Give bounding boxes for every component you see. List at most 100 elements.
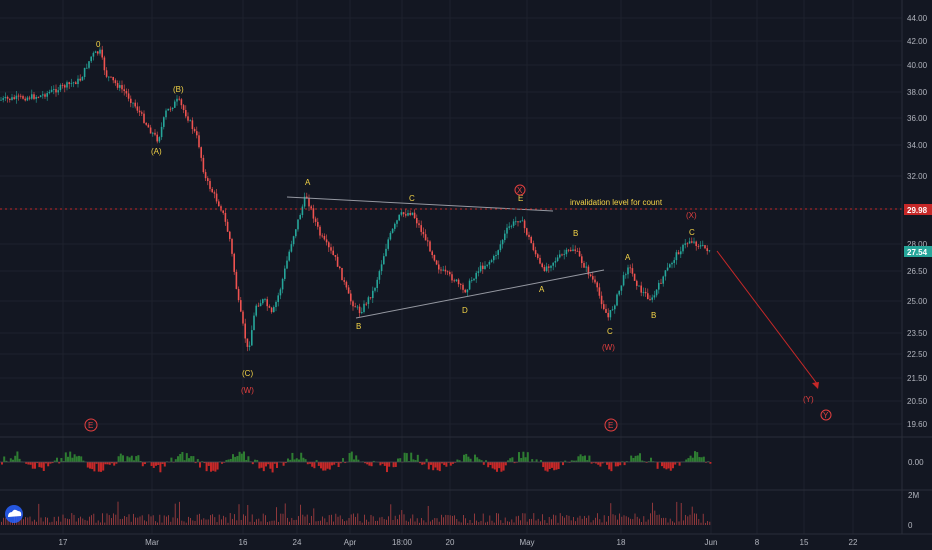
candle[interactable] — [112, 76, 114, 84]
candle[interactable] — [26, 95, 29, 102]
candle[interactable] — [341, 267, 343, 281]
candle[interactable] — [468, 278, 471, 291]
candle[interactable] — [114, 78, 117, 86]
candle[interactable] — [605, 304, 607, 313]
macd-histogram[interactable] — [0, 451, 712, 473]
candle[interactable] — [198, 131, 200, 149]
candle[interactable] — [693, 237, 695, 245]
candle[interactable] — [620, 285, 623, 296]
candle[interactable] — [552, 262, 554, 271]
invalidation-note[interactable]: invalidation level for count — [570, 198, 663, 207]
candle[interactable] — [292, 235, 295, 247]
candle[interactable] — [191, 117, 194, 134]
candle[interactable] — [72, 81, 75, 88]
candle[interactable] — [660, 278, 662, 285]
triangle-lower-trendline[interactable] — [355, 269, 605, 319]
candle[interactable] — [99, 47, 101, 56]
candle[interactable] — [138, 106, 141, 116]
candle[interactable] — [83, 67, 86, 80]
candle[interactable] — [662, 275, 664, 287]
candle[interactable] — [462, 282, 464, 294]
candle[interactable] — [147, 123, 150, 128]
candle[interactable] — [163, 116, 165, 130]
candle[interactable] — [570, 247, 572, 252]
candle[interactable] — [174, 99, 176, 108]
candle[interactable] — [297, 219, 299, 232]
candle[interactable] — [394, 222, 396, 232]
candle[interactable] — [295, 228, 297, 239]
candle[interactable] — [574, 245, 576, 254]
candle[interactable] — [312, 204, 315, 223]
candle[interactable] — [200, 146, 202, 162]
candle[interactable] — [273, 305, 275, 313]
candle[interactable] — [475, 270, 477, 283]
candle[interactable] — [262, 298, 264, 305]
candle[interactable] — [622, 271, 625, 287]
candle[interactable] — [627, 264, 629, 279]
candle[interactable] — [237, 286, 240, 303]
candle[interactable] — [339, 265, 341, 270]
candle[interactable] — [499, 240, 502, 253]
candle[interactable] — [651, 294, 653, 303]
candle[interactable] — [215, 188, 218, 204]
candle[interactable] — [290, 240, 293, 253]
candle[interactable] — [649, 295, 651, 301]
candle[interactable] — [246, 338, 249, 352]
candle[interactable] — [64, 83, 66, 93]
candle[interactable] — [44, 92, 46, 99]
candle[interactable] — [209, 178, 211, 192]
candle[interactable] — [321, 233, 323, 238]
candle[interactable] — [255, 303, 257, 318]
candle[interactable] — [387, 237, 389, 251]
candle[interactable] — [638, 285, 640, 287]
candle[interactable] — [165, 108, 167, 120]
candle[interactable] — [257, 302, 260, 307]
candle[interactable] — [427, 237, 429, 247]
candle[interactable] — [68, 81, 70, 89]
candle[interactable] — [537, 253, 539, 260]
candle[interactable] — [158, 136, 161, 144]
candle[interactable] — [563, 249, 565, 260]
candle[interactable] — [488, 260, 491, 269]
candle[interactable] — [455, 279, 458, 282]
candle[interactable] — [224, 208, 227, 226]
candle[interactable] — [675, 249, 678, 265]
candle[interactable] — [695, 240, 697, 251]
candle[interactable] — [125, 88, 128, 97]
candle[interactable] — [59, 83, 62, 92]
candle[interactable] — [299, 213, 301, 220]
candle[interactable] — [77, 75, 79, 88]
candle[interactable] — [484, 261, 486, 270]
candle[interactable] — [669, 263, 671, 268]
candle[interactable] — [636, 279, 638, 290]
candle[interactable] — [453, 278, 455, 283]
candle[interactable] — [220, 204, 222, 212]
candle[interactable] — [88, 60, 90, 70]
candle[interactable] — [611, 306, 614, 311]
candle[interactable] — [559, 250, 561, 259]
candle[interactable] — [75, 81, 77, 85]
candle[interactable] — [156, 131, 158, 144]
candle[interactable] — [6, 95, 9, 103]
candle[interactable] — [4, 92, 7, 102]
candle[interactable] — [530, 235, 532, 244]
candlestick-series[interactable] — [0, 45, 711, 352]
candle[interactable] — [594, 275, 596, 285]
candle[interactable] — [561, 253, 563, 257]
candle[interactable] — [361, 307, 363, 315]
candle[interactable] — [545, 262, 548, 273]
candle[interactable] — [66, 80, 68, 91]
candle[interactable] — [160, 122, 163, 140]
candle[interactable] — [31, 89, 33, 100]
candle[interactable] — [180, 98, 183, 109]
candle[interactable] — [464, 288, 466, 294]
candle[interactable] — [572, 244, 574, 252]
candle[interactable] — [664, 270, 667, 281]
candle[interactable] — [169, 106, 172, 112]
candle[interactable] — [581, 253, 583, 268]
candle[interactable] — [440, 266, 442, 274]
candle[interactable] — [367, 295, 370, 309]
candle[interactable] — [116, 80, 119, 90]
candle[interactable] — [369, 297, 372, 300]
candle[interactable] — [519, 220, 521, 223]
